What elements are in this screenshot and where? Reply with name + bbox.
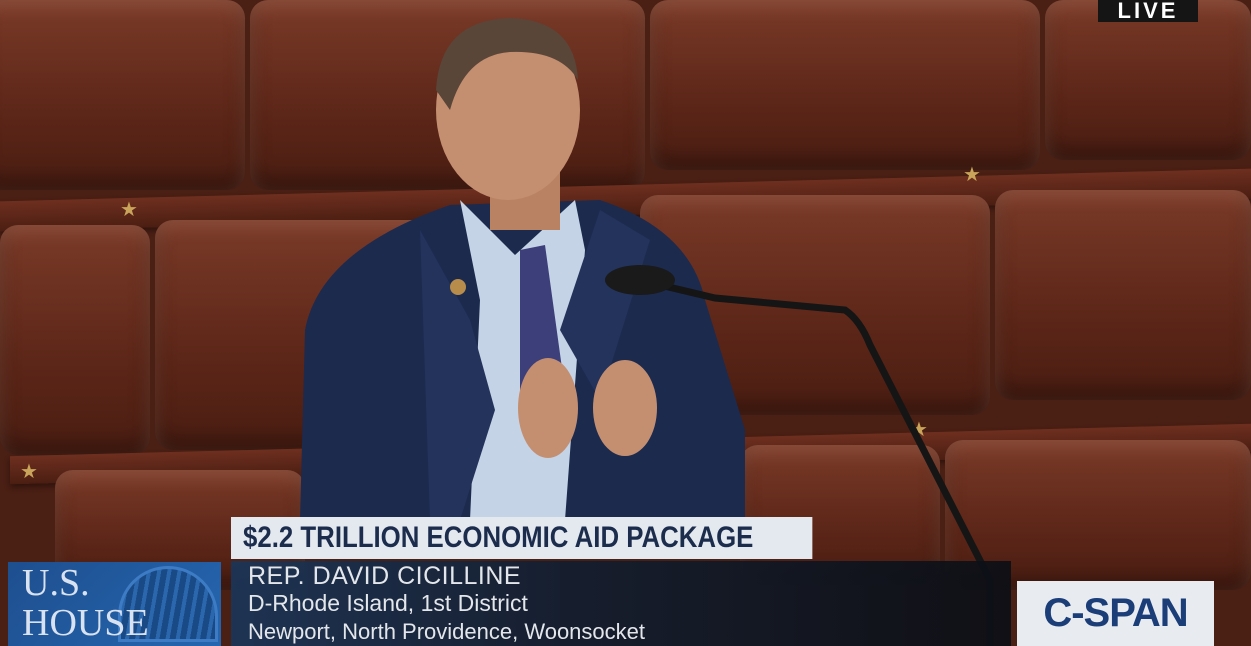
chamber-seat xyxy=(650,0,1040,170)
speaker-towns: Newport, North Providence, Woonsocket xyxy=(248,619,645,644)
us-house-logo: U.S. HOUSE xyxy=(8,562,221,646)
star-ornament-icon: ★ xyxy=(20,461,38,483)
nameplate-background xyxy=(231,561,1011,646)
speaker-name: REP. DAVID CICILLINE xyxy=(248,562,522,590)
chamber-seat xyxy=(1045,0,1251,160)
chamber-seat xyxy=(0,0,245,190)
star-ornament-icon: ★ xyxy=(963,164,981,186)
chamber-seat xyxy=(0,225,150,455)
cspan-logo: C-SPAN xyxy=(1017,581,1214,646)
live-badge: LIVE xyxy=(1098,0,1198,22)
house-logo-line-1: U.S. xyxy=(22,562,90,604)
house-logo-line-2: HOUSE xyxy=(22,602,149,644)
headline-banner: $2.2 TRILLION ECONOMIC AID PACKAGE xyxy=(231,517,813,559)
speaker-district: D-Rhode Island, 1st District xyxy=(248,590,528,616)
chamber-seat xyxy=(995,190,1251,400)
star-ornament-icon: ★ xyxy=(120,199,138,221)
capitol-dome-icon xyxy=(118,566,218,642)
